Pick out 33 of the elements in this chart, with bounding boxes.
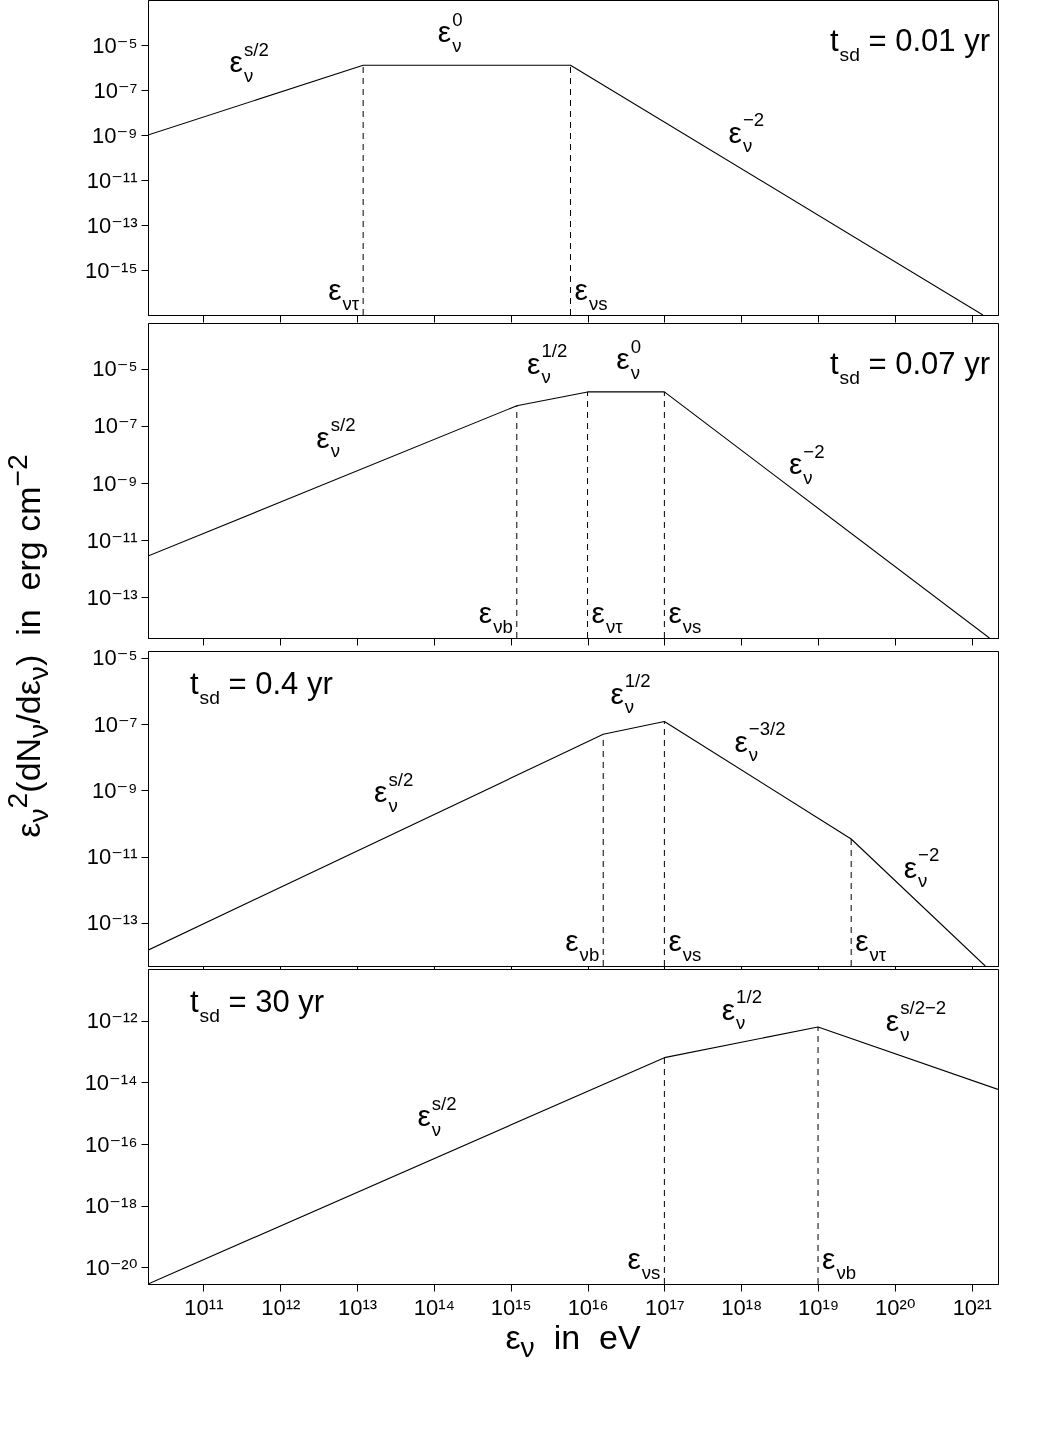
y-tick-label: 10⁻¹⁶	[85, 1131, 138, 1157]
x-tick-label: 10¹⁴	[413, 1294, 456, 1320]
y-tick-label: 10⁻¹⁴	[84, 1069, 138, 1095]
x-tick-label: 10¹⁷	[645, 1294, 685, 1320]
x-tick-label: 10¹⁶	[567, 1294, 609, 1320]
x-tick-label: 10¹⁵	[490, 1294, 532, 1320]
y-tick-label: 10⁻⁵	[92, 356, 138, 382]
y-tick-label: 10⁻²⁰	[85, 1254, 138, 1280]
x-tick-label: 10¹⁹	[797, 1294, 840, 1320]
x-tick-label: 10¹³	[338, 1294, 378, 1320]
y-tick-label: 10⁻¹³	[86, 584, 138, 610]
y-tick-label: 10⁻⁹	[91, 777, 138, 803]
x-axis-title: ε$_{ν}$ in eV	[504, 1318, 642, 1364]
x-tick-label: 10¹⁸	[721, 1294, 763, 1320]
x-tick-label: 10¹²	[261, 1294, 301, 1320]
y-tick-label: 10⁻¹³	[86, 910, 138, 936]
y-tick-label: 10⁻⁹	[91, 122, 138, 148]
y-tick-label: 10⁻⁵	[92, 645, 138, 671]
x-tick-label: 10¹¹	[184, 1294, 224, 1320]
y-tick-label: 10⁻¹⁵	[84, 257, 138, 283]
y-tick-label: 10⁻¹¹	[86, 527, 138, 553]
y-tick-label: 10⁻⁵	[92, 32, 138, 58]
y-tick-label: 10⁻⁷	[93, 413, 138, 439]
y-tick-label: 10⁻⁹	[91, 470, 138, 496]
y-tick-label: 10⁻⁷	[93, 77, 138, 103]
x-tick-label: 10²¹	[952, 1294, 992, 1320]
y-tick-label: 10⁻¹³	[86, 212, 138, 238]
y-tick-label: 10⁻¹¹	[86, 844, 138, 870]
y-tick-label: 10⁻¹⁸	[84, 1193, 138, 1219]
y-tick-label: 10⁻⁷	[93, 711, 138, 737]
y-tick-label: 10⁻¹¹	[86, 167, 138, 193]
y-tick-label: 10⁻¹²	[86, 1008, 138, 1034]
x-tick-label: 10²⁰	[875, 1294, 916, 1320]
